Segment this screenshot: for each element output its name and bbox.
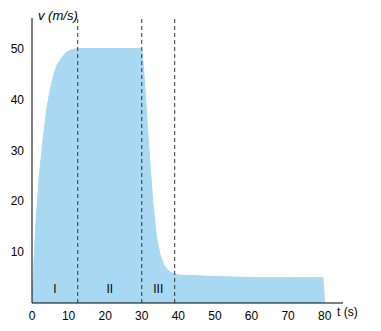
svg-text:40: 40 <box>172 309 186 323</box>
svg-text:30: 30 <box>11 144 25 158</box>
svg-text:20: 20 <box>98 309 112 323</box>
svg-text:70: 70 <box>281 309 295 323</box>
svg-text:0: 0 <box>29 309 36 323</box>
svg-text:80: 80 <box>318 309 332 323</box>
svg-text:I: I <box>53 282 56 296</box>
svg-text:20: 20 <box>11 194 25 208</box>
svg-text:30: 30 <box>135 309 149 323</box>
svg-text:III: III <box>153 282 163 296</box>
svg-text:50: 50 <box>208 309 222 323</box>
svg-text:50: 50 <box>11 42 25 56</box>
svg-text:40: 40 <box>11 93 25 107</box>
html-text:t (s): t (s) <box>337 305 358 319</box>
svg-text:10: 10 <box>11 245 25 259</box>
svg-text:10: 10 <box>62 309 76 323</box>
html-text:v (m/s): v (m/s) <box>38 8 78 23</box>
svg-text:60: 60 <box>245 309 259 323</box>
svg-text:II: II <box>106 282 113 296</box>
